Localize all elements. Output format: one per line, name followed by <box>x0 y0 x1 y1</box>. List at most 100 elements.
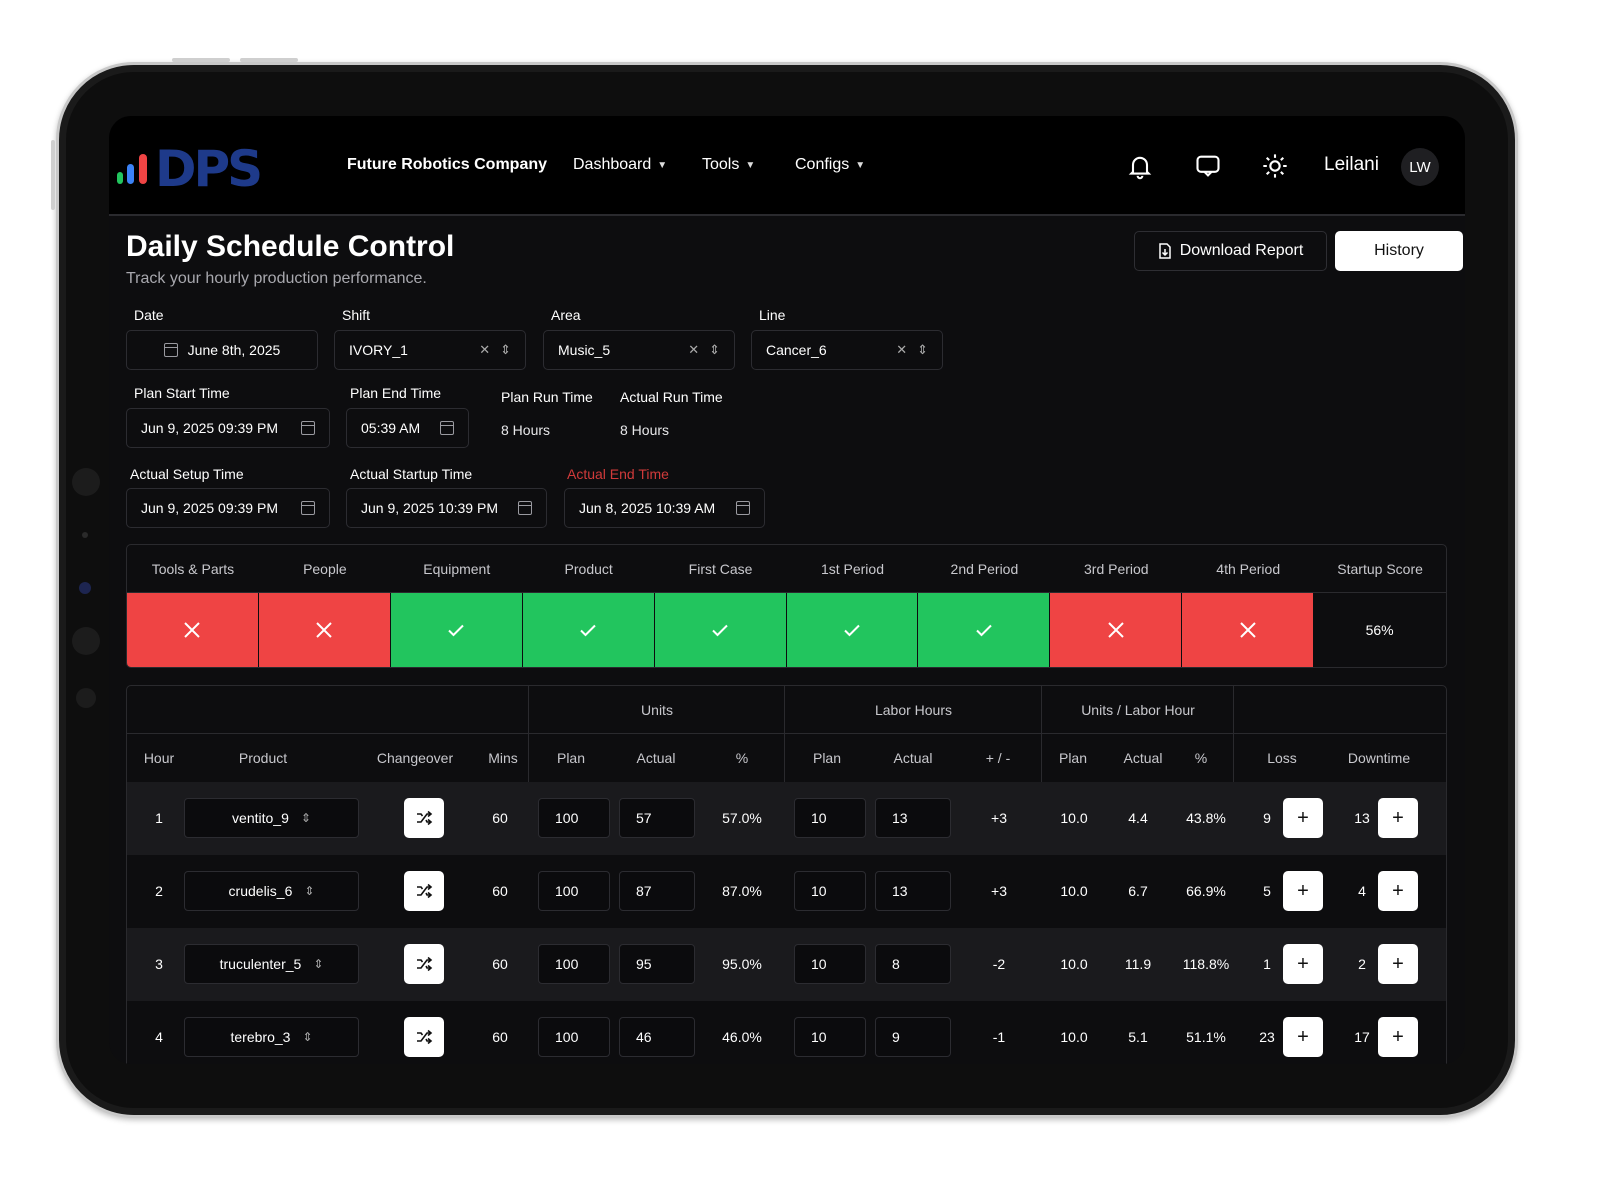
plus-icon: + <box>1297 952 1309 975</box>
nav-dashboard-menu[interactable]: Dashboard ▼ <box>573 156 667 174</box>
startup-check-fail[interactable] <box>1050 593 1183 667</box>
startup-header-cell: Product <box>564 560 613 577</box>
mins-cell: 60 <box>492 883 508 899</box>
add-loss-button[interactable]: + <box>1283 944 1323 984</box>
plan-end-field[interactable]: 05:39 AM <box>346 408 469 448</box>
ulh-plan-cell: 10.0 <box>1060 956 1088 972</box>
hourly-production-table: Units Labor Hours Units / Labor Hour Hou… <box>126 685 1447 1064</box>
calendar-icon[interactable] <box>440 421 454 435</box>
units-pct-cell: 87.0% <box>722 883 762 899</box>
changeover-button[interactable] <box>404 871 444 911</box>
actual-setup-field[interactable]: Jun 9, 2025 09:39 PM <box>126 488 330 528</box>
add-downtime-button[interactable]: + <box>1378 944 1418 984</box>
units-pct-cell: 95.0% <box>722 956 762 972</box>
actual-run-label: Actual Run Time <box>620 389 723 405</box>
shift-select[interactable]: IVORY_1 ✕ ⇕ <box>334 330 526 370</box>
svg-text:DPS: DPS <box>155 142 260 192</box>
dps-logo[interactable]: DPS <box>117 140 297 198</box>
clear-icon[interactable]: ✕ <box>688 342 700 357</box>
col-labor-actual: Actual <box>893 750 933 766</box>
plan-start-label: Plan Start Time <box>134 385 230 401</box>
units-plan-input[interactable]: 100 <box>538 1017 610 1057</box>
product-select[interactable]: crudelis_6 ⇕ <box>184 871 359 911</box>
add-loss-button[interactable]: + <box>1283 798 1323 838</box>
labor-plan-input[interactable]: 10 <box>794 798 866 838</box>
product-select[interactable]: truculenter_5 ⇕ <box>184 944 359 984</box>
area-select[interactable]: Music_5 ✕ ⇕ <box>543 330 735 370</box>
product-select[interactable]: terebro_3 ⇕ <box>184 1017 359 1057</box>
ulh-actual-cell: 4.4 <box>1128 810 1148 826</box>
nav-configs-menu[interactable]: Configs ▼ <box>795 156 865 174</box>
units-plan-input[interactable]: 100 <box>538 798 610 838</box>
avatar[interactable]: LW <box>1401 148 1439 186</box>
actual-setup-value: Jun 9, 2025 09:39 PM <box>141 500 278 516</box>
units-plan-input[interactable]: 100 <box>538 871 610 911</box>
startup-check-pass[interactable] <box>654 593 787 667</box>
clear-icon[interactable]: ✕ <box>479 342 491 357</box>
units-actual-input[interactable]: 95 <box>619 944 695 984</box>
actual-end-field[interactable]: Jun 8, 2025 10:39 AM <box>564 488 765 528</box>
units-actual-input[interactable]: 57 <box>619 798 695 838</box>
startup-check-pass[interactable] <box>918 593 1051 667</box>
col-product: Product <box>238 750 288 766</box>
col-labor-plusminus: + / - <box>985 750 1011 766</box>
ulh-pct-cell: 118.8% <box>1182 956 1230 972</box>
startup-check-fail[interactable] <box>1182 593 1315 667</box>
product-select[interactable]: ventito_9 ⇕ <box>184 798 359 838</box>
group-header-blank <box>127 686 529 734</box>
changeover-button[interactable] <box>404 798 444 838</box>
startup-check-pass[interactable] <box>390 593 523 667</box>
history-button[interactable]: History <box>1335 231 1463 271</box>
plus-icon: + <box>1297 1025 1309 1048</box>
plan-end-label: Plan End Time <box>350 385 442 401</box>
units-actual-input[interactable]: 46 <box>619 1017 695 1057</box>
labor-actual-input[interactable]: 13 <box>875 798 951 838</box>
bell-icon[interactable] <box>1126 152 1154 180</box>
camera-sensor <box>82 532 88 538</box>
calendar-icon[interactable] <box>301 421 315 435</box>
labor-actual-input[interactable]: 13 <box>875 871 951 911</box>
changeover-button[interactable] <box>404 944 444 984</box>
loss-cell: 9 <box>1263 810 1271 826</box>
date-picker[interactable]: June 8th, 2025 <box>126 330 318 370</box>
user-name[interactable]: Leilani <box>1324 154 1379 175</box>
download-report-label: Download Report <box>1179 242 1304 259</box>
product-value: ventito_9 <box>232 810 289 826</box>
startup-check-pass[interactable] <box>786 593 919 667</box>
changeover-button[interactable] <box>404 1017 444 1057</box>
calendar-icon[interactable] <box>518 501 532 515</box>
front-camera <box>79 582 91 594</box>
labor-plan-input[interactable]: 10 <box>794 1017 866 1057</box>
add-downtime-button[interactable]: + <box>1378 871 1418 911</box>
download-report-button[interactable]: Download Report <box>1134 231 1327 271</box>
loss-cell: 5 <box>1263 883 1271 899</box>
line-select[interactable]: Cancer_6 ✕ ⇕ <box>751 330 943 370</box>
message-icon[interactable] <box>1194 152 1222 180</box>
actual-startup-field[interactable]: Jun 9, 2025 10:39 PM <box>346 488 547 528</box>
col-mins: Mins <box>488 750 518 766</box>
units-actual-input[interactable]: 87 <box>619 871 695 911</box>
startup-check-pass[interactable] <box>522 593 655 667</box>
add-downtime-button[interactable]: + <box>1378 798 1418 838</box>
add-loss-button[interactable]: + <box>1283 1017 1323 1057</box>
chevron-updown-icon: ⇕ <box>300 811 311 825</box>
ulh-actual-cell: 6.7 <box>1128 883 1148 899</box>
shuffle-icon <box>417 1029 433 1045</box>
calendar-icon[interactable] <box>736 501 750 515</box>
sun-icon[interactable] <box>1261 152 1289 180</box>
startup-check-fail[interactable] <box>258 593 391 667</box>
actual-run-value: 8 Hours <box>620 422 670 438</box>
add-loss-button[interactable]: + <box>1283 871 1323 911</box>
labor-actual-input[interactable]: 8 <box>875 944 951 984</box>
nav-tools-menu[interactable]: Tools ▼ <box>702 156 755 174</box>
clear-icon[interactable]: ✕ <box>896 342 908 357</box>
units-plan-input[interactable]: 100 <box>538 944 610 984</box>
ulh-pct-cell: 43.8% <box>1186 810 1226 826</box>
labor-plan-input[interactable]: 10 <box>794 944 866 984</box>
labor-plan-input[interactable]: 10 <box>794 871 866 911</box>
labor-actual-input[interactable]: 9 <box>875 1017 951 1057</box>
add-downtime-button[interactable]: + <box>1378 1017 1418 1057</box>
calendar-icon[interactable] <box>301 501 315 515</box>
plan-start-field[interactable]: Jun 9, 2025 09:39 PM <box>126 408 330 448</box>
startup-check-fail[interactable] <box>127 593 259 667</box>
